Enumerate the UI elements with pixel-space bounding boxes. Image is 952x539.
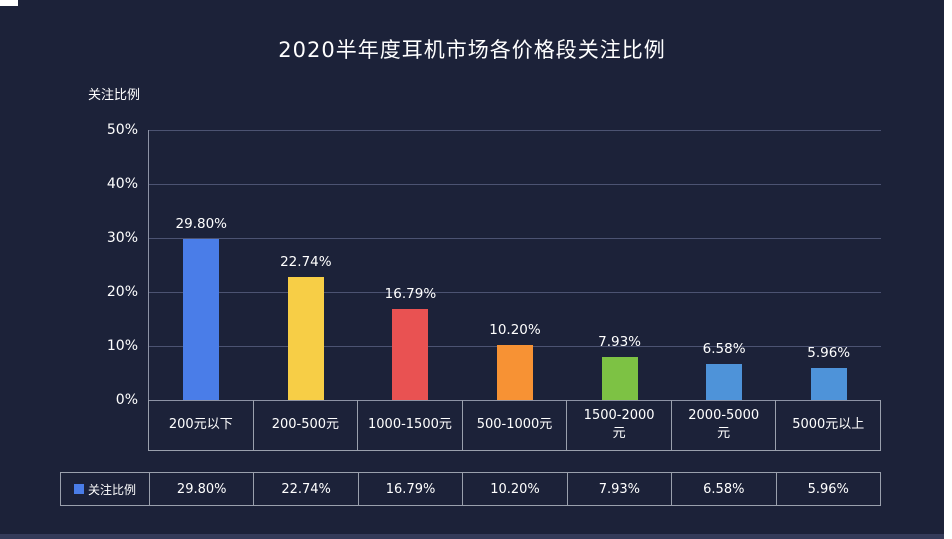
y-axis-tick: 10%: [106, 338, 138, 354]
value-cell: 7.93%: [568, 473, 673, 505]
bar: [810, 367, 847, 400]
gridline: [149, 238, 881, 239]
bar: [497, 344, 533, 400]
y-axis-tick: 20%: [106, 284, 138, 300]
bar: [392, 309, 429, 400]
category-cell: 200元以下: [149, 400, 254, 450]
category-cell: 200-500元: [254, 400, 359, 450]
gridline: [149, 184, 881, 185]
gridline: [149, 130, 881, 131]
bar: [706, 364, 743, 400]
value-cell: 29.80%: [150, 473, 255, 505]
bar: [183, 239, 220, 400]
value-cell: 5.96%: [777, 473, 881, 505]
y-axis-tick: 50%: [106, 122, 138, 138]
bottom-edge-strip: [0, 534, 944, 539]
gridline: [149, 292, 881, 293]
bar: [287, 277, 324, 400]
right-white-edge: [944, 0, 952, 539]
bar-value-label: 22.74%: [280, 254, 332, 271]
legend-swatch-icon: [73, 484, 84, 494]
bar-value-label: 16.79%: [384, 286, 437, 303]
bar-value-label: 5.96%: [807, 344, 851, 361]
y-axis-tick: 30%: [106, 230, 138, 246]
bar-value-label: 7.93%: [598, 334, 641, 351]
category-cell: 2000-5000 元: [672, 400, 777, 450]
category-row: 200元以下 200-500元 1000-1500元 500-1000元 1500-20…: [148, 400, 882, 451]
value-cell: 22.74%: [254, 473, 359, 505]
plot-area: 29.80% 22.74% 16.79% 10.20% 7.93% 6.58% 5.96%: [148, 130, 881, 401]
category-cell: 1500-2000 元: [567, 400, 672, 450]
category-cell: 1000-1500元: [358, 400, 463, 450]
bar-value-label: 6.58%: [702, 341, 746, 358]
value-cell: 6.58%: [672, 473, 777, 505]
top-left-white-edge: [0, 0, 18, 6]
category-cell: 5000元以上: [776, 400, 882, 450]
bar: [601, 357, 638, 400]
legend-row: 关注比例 29.80% 22.74% 16.79% 10.20% 7.93% 6.58% 5…: [60, 472, 881, 506]
legend-label: 关注比例: [87, 482, 136, 497]
category-cell: 500-1000元: [463, 400, 568, 450]
y-axis-title: 关注比例: [88, 88, 141, 103]
chart-title: 2020半年度耳机市场各价格段关注比例: [278, 38, 666, 62]
value-cell: 10.20%: [463, 473, 568, 505]
y-axis-tick: 0%: [115, 392, 138, 408]
y-axis-tick: 40%: [106, 176, 138, 192]
legend-cell: 关注比例: [61, 473, 150, 505]
bar-value-label: 10.20%: [489, 321, 541, 338]
bar-value-label: 29.80%: [175, 216, 228, 233]
value-cell: 16.79%: [359, 473, 464, 505]
